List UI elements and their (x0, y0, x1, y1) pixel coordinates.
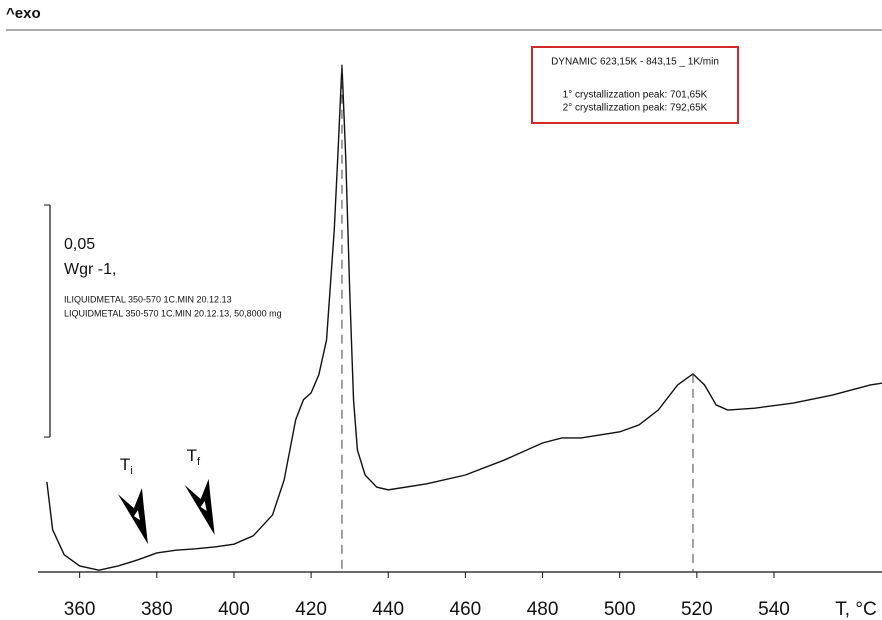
x-tick-label: 440 (372, 599, 404, 620)
scale-unit: Wgr -1, (64, 261, 116, 278)
marker-label: Tf (187, 446, 201, 467)
curve (46, 64, 882, 571)
x-axis-label: T, °C (835, 599, 876, 620)
info-text: 2° crystallizzation peak: 792,65K (563, 103, 708, 114)
x-tick-label: 500 (604, 599, 636, 620)
x-tick-label: 400 (218, 599, 250, 620)
marker-sub: i (130, 465, 132, 477)
marker-arrow (117, 488, 148, 545)
x-tick-label: 480 (527, 599, 559, 620)
x-tick-label: 380 (141, 599, 173, 620)
x-tick-label: 420 (295, 599, 327, 620)
marker-label: Ti (120, 456, 133, 477)
sample-line: LIQUIDMETAL 350-570 1C.MIN 20.12.13, 50,… (64, 308, 282, 318)
marker-letter: T (187, 446, 197, 465)
info-text: DYNAMIC 623,15K - 843,15 _ 1K/min (551, 57, 719, 68)
sample-line: ILIQUIDMETAL 350-570 1C.MIN 20.12.13 (64, 294, 232, 304)
marker-notch (200, 500, 207, 511)
x-tick-label: 360 (64, 599, 96, 620)
exo-label: ^exo (6, 5, 41, 22)
marker-notch (133, 510, 140, 521)
marker-sub: f (197, 456, 201, 468)
info-box (531, 46, 739, 124)
info-text: 1° crystallizzation peak: 701,65K (563, 90, 708, 101)
scale-label: 0,05 (64, 236, 95, 253)
x-tick-label: 460 (450, 599, 482, 620)
marker-letter: T (120, 456, 130, 475)
marker-arrow (184, 478, 215, 535)
x-tick-label: 540 (758, 599, 790, 620)
x-tick-label: 520 (681, 599, 713, 620)
